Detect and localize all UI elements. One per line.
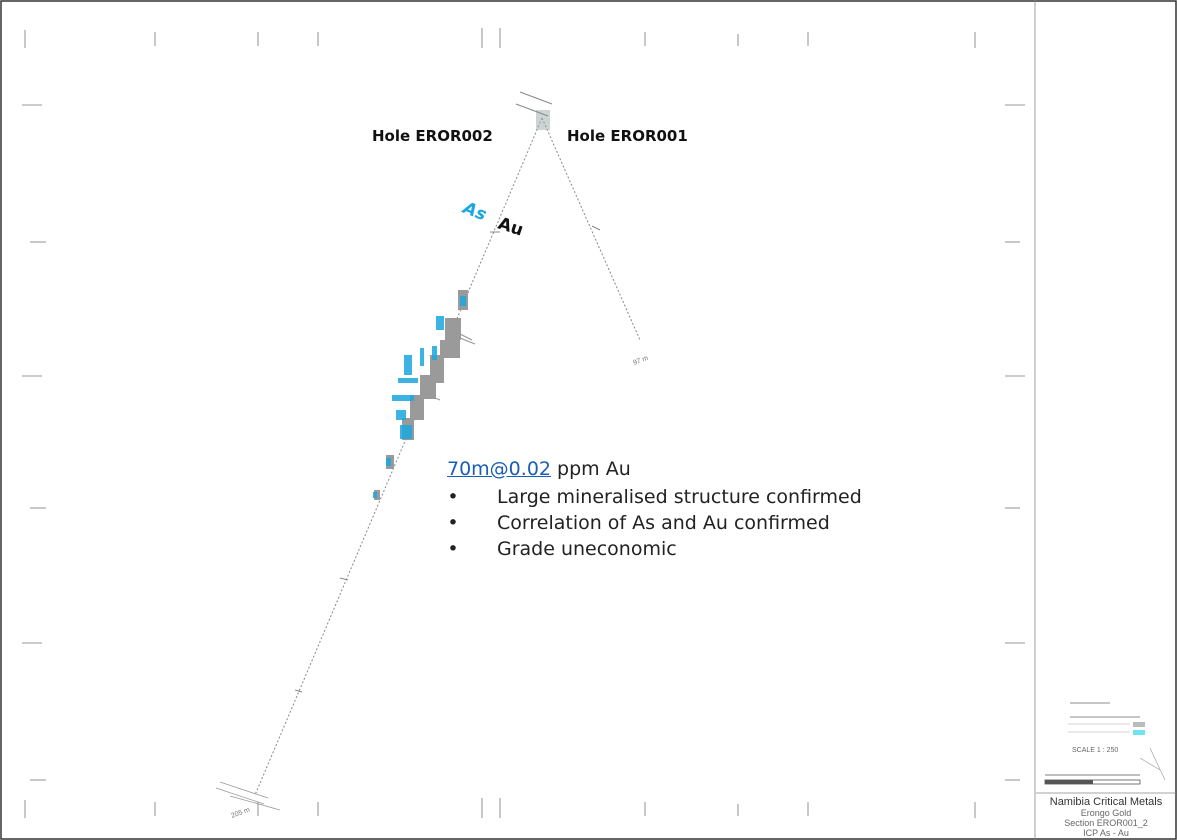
hole-eror001-label: Hole EROR001 [567,127,688,145]
finding-text: Correlation of As and Au confirmed [497,512,830,534]
hole-right-end-label: 97 m [632,355,649,367]
grid-ticks [22,28,1025,818]
collar-marker [515,91,553,130]
bullet-icon: • [447,512,459,534]
element-as-label: As [458,197,489,225]
intercept-summary: 70m@0.02 ppm Au • Large mineralised struc… [447,456,967,562]
project-name: Erongo Gold [1080,808,1132,818]
finding-item: • Large mineralised structure confirmed [447,484,967,510]
finding-item: • Grade uneconomic [447,536,967,562]
scale-label: SCALE 1 : 250 [1072,747,1118,754]
intercept-headline: 70m@0.02 ppm Au [447,456,967,482]
bullet-icon: • [447,538,459,560]
depth-markers [294,225,601,693]
finding-item: • Correlation of As and Au confirmed [447,510,967,536]
as-assay-bars [373,296,466,498]
bullet-icon: • [447,486,459,508]
drill-trace-eror002 [254,117,543,796]
company-name: Namibia Critical Metals [1049,796,1163,808]
section-name: Section EROR001_2 [1064,818,1148,828]
scale-box: SCALE 1 : 250 [1044,747,1166,785]
hole-left-end-label: 205 m [230,807,251,820]
title-block: Namibia Critical Metals Erongo Gold Sect… [1035,796,1177,838]
hole-left-end-scribbles [215,781,281,811]
intercept-unit: ppm Au [551,458,631,480]
intercept-link[interactable]: 70m@0.02 [447,458,551,480]
findings-list: • Large mineralised structure confirmed •… [447,484,967,562]
au-assay-ticks [419,329,476,401]
hole-eror002-label: Hole EROR002 [372,127,493,145]
drill-trace-eror001 [541,117,641,341]
legend-box [1068,702,1145,735]
elements-name: ICP As - Au [1083,828,1129,838]
element-au-label: Au [495,214,525,241]
finding-text: Grade uneconomic [497,538,677,560]
finding-text: Large mineralised structure confirmed [497,486,862,508]
